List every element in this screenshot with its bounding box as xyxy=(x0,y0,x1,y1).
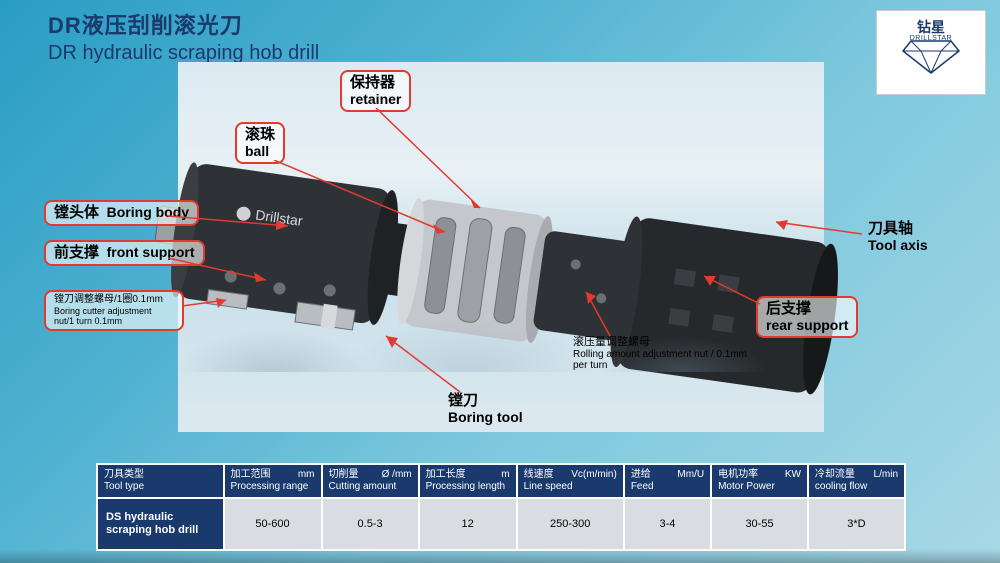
table-cell: 12 xyxy=(419,498,517,550)
table-row: DS hydraulic scraping hob drill50-6000.5… xyxy=(97,498,905,550)
table-col-header: 线速度Vc(m/min)Line speed xyxy=(517,464,624,498)
label-front-support: 前支撑 front support xyxy=(44,240,205,266)
table-cell: 3*D xyxy=(808,498,905,550)
label-boring-body: 镗头体 Boring body xyxy=(44,200,199,226)
table-cell: 30-55 xyxy=(711,498,808,550)
spec-table-header-row: 刀具类型Tool type加工范围mmProcessing range切削量Ø … xyxy=(97,464,905,498)
row-name: DS hydraulic scraping hob drill xyxy=(97,498,224,550)
logo-text-cn: 钻星 xyxy=(917,17,945,37)
table-col-header: 电机功率KWMotor Power xyxy=(711,464,808,498)
tool-illustration: Drillstar xyxy=(118,62,878,432)
brand-logo: 钻星 DRILLSTAR xyxy=(876,10,986,95)
logo-text-en: DRILLSTAR xyxy=(910,35,953,42)
label-rear-support: 后支撑 rear support xyxy=(756,296,858,338)
table-cell: 0.5-3 xyxy=(322,498,419,550)
label-boring-tool: 镗刀 Boring tool xyxy=(440,390,531,428)
table-cell: 250-300 xyxy=(517,498,624,550)
spec-table: 刀具类型Tool type加工范围mmProcessing range切削量Ø … xyxy=(96,463,906,551)
table-col-header: 切削量Ø /mmCutting amount xyxy=(322,464,419,498)
label-ball: 滚珠 ball xyxy=(235,122,285,164)
table-col-header: 加工长度mProcessing length xyxy=(419,464,517,498)
product-figure: Drillstar xyxy=(178,62,824,432)
label-adj-nut: 镗刀调整螺母/1圈0.1mm Boring cutter adjustment … xyxy=(44,290,184,331)
label-tool-axis: 刀具轴 Tool axis xyxy=(860,218,936,256)
table-cell: 50-600 xyxy=(224,498,322,550)
table-col-header: 加工范围mmProcessing range xyxy=(224,464,322,498)
page-title: DR液压刮削滚光刀 DR hydraulic scraping hob dril… xyxy=(48,8,319,65)
table-cell: 3-4 xyxy=(624,498,711,550)
label-retainer: 保持器 retainer xyxy=(340,70,411,112)
table-col-header: 进给Mm/UFeed xyxy=(624,464,711,498)
title-cn: DR液压刮削滚光刀 xyxy=(48,8,319,40)
table-col-header: 刀具类型Tool type xyxy=(97,464,224,498)
decorative-shadow xyxy=(0,549,1000,563)
label-rolling-nut: 滚压量调整螺母 Rolling amount adjustment nut / … xyxy=(565,334,765,375)
table-col-header: 冷却流量L/mincooling flow xyxy=(808,464,905,498)
